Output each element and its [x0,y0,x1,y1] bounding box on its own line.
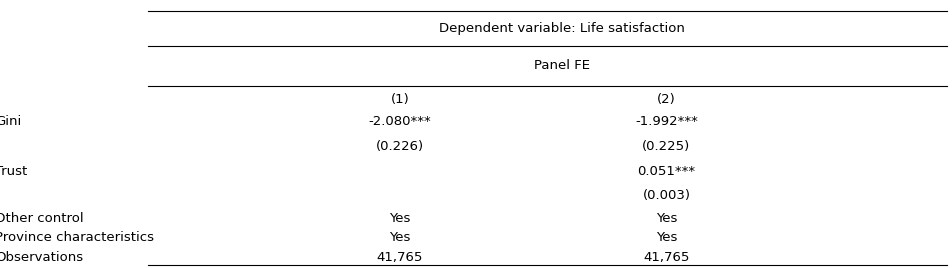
Text: Dependent variable: Life satisfaction: Dependent variable: Life satisfaction [439,22,684,35]
Text: Yes: Yes [656,212,677,225]
Text: Gini: Gini [0,116,22,128]
Text: (0.003): (0.003) [643,189,690,202]
Text: 41,765: 41,765 [377,251,423,264]
Text: (2): (2) [657,93,676,106]
Text: Yes: Yes [389,212,410,225]
Text: Yes: Yes [656,231,677,244]
Text: -1.992***: -1.992*** [635,116,698,128]
Text: 0.051***: 0.051*** [637,165,696,178]
Text: Yes: Yes [389,231,410,244]
Text: 41,765: 41,765 [644,251,689,264]
Text: Panel FE: Panel FE [534,59,589,72]
Text: Trust: Trust [0,165,28,178]
Text: Observations: Observations [0,251,84,264]
Text: Other control: Other control [0,212,84,225]
Text: (1): (1) [390,93,409,106]
Text: Province characteristics: Province characteristics [0,231,154,244]
Text: -2.080***: -2.080*** [368,116,431,128]
Text: (0.226): (0.226) [376,140,424,152]
Text: (0.225): (0.225) [643,140,690,152]
